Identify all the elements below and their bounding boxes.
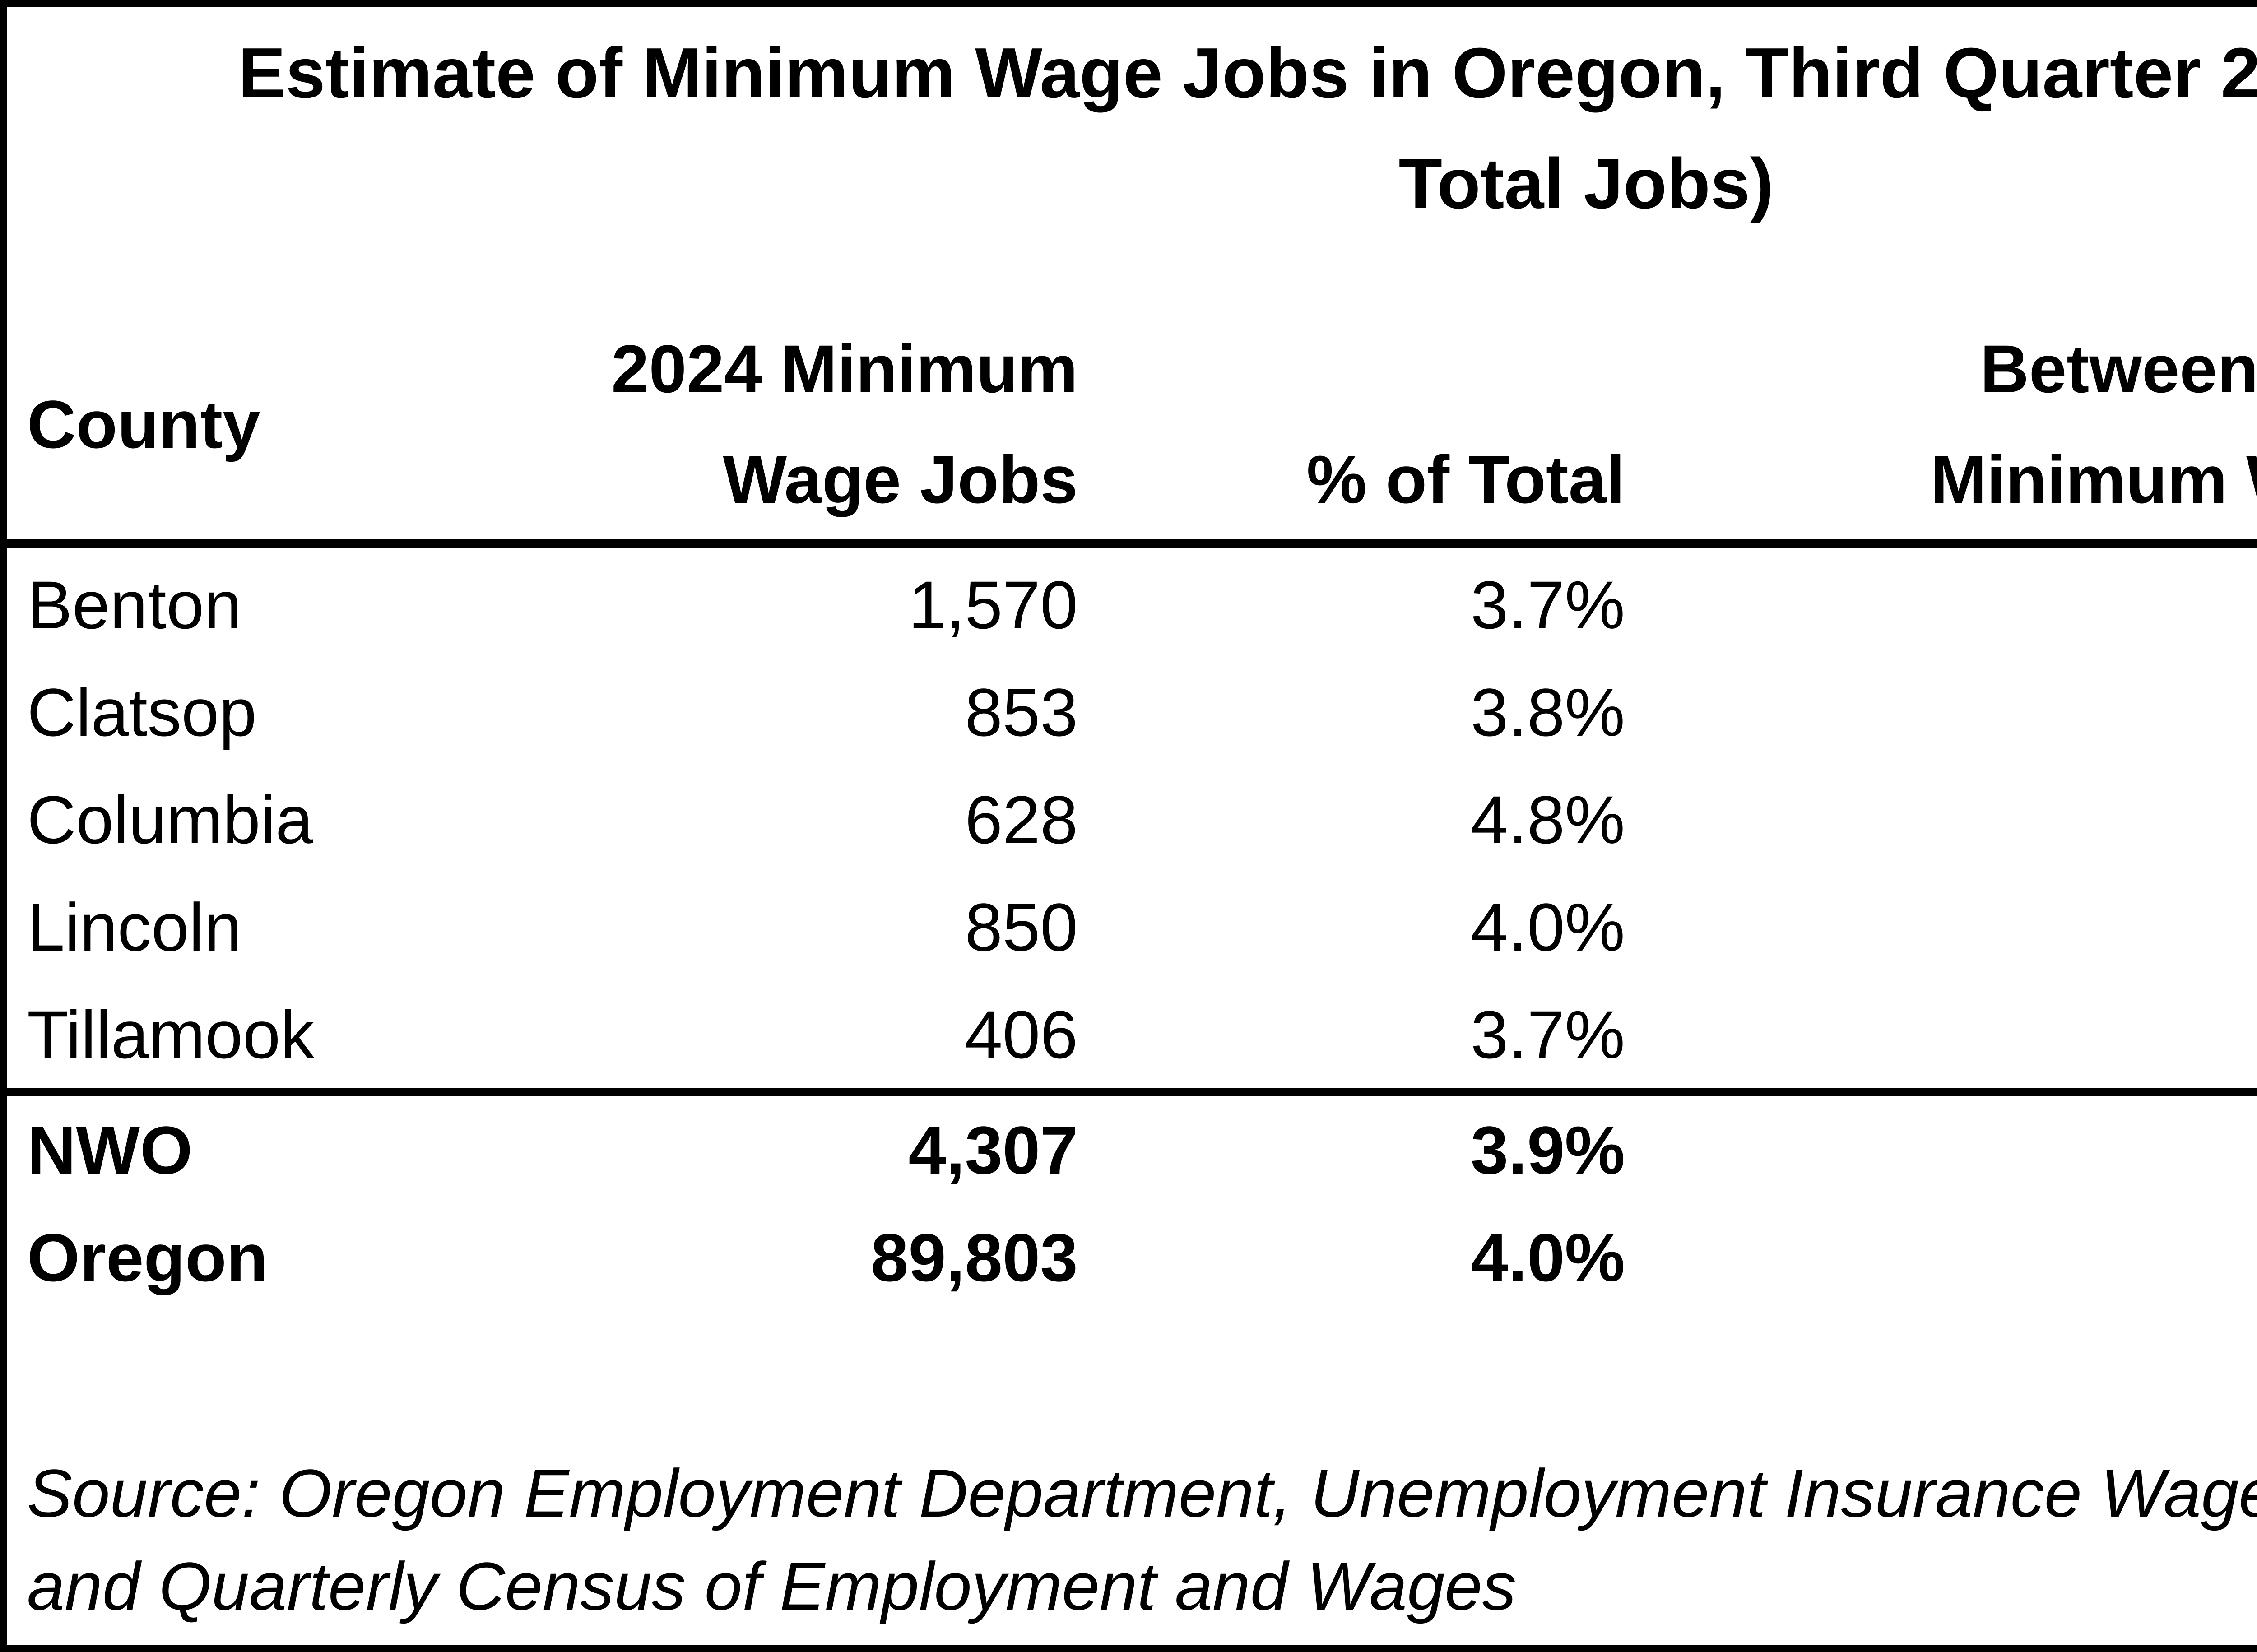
jobs-2024-2025-cell: 42,272 [1625,1204,2257,1311]
pct-2024-cell: 4.0% [1470,1220,1625,1295]
table-row: Columbia 628 4.8% 317 2.4% [7,766,2257,873]
jobs-2024-2025-cell: 317 [1625,766,2257,873]
jobs-2024-cell: 853 [965,674,1078,750]
totals-divider-rule [7,1088,2257,1096]
jobs-2024-cell: 4,307 [908,1112,1078,1188]
column-header-pct-of-total-2024: % of Total [1078,314,1625,535]
header-divider-rule [7,539,2257,548]
table-row: Clatsop 853 3.8% 438 2.0% [7,659,2257,766]
county-rows: Benton 1,570 3.7% 845 2.0% Clatsop 853 3… [7,551,2257,1088]
source-note-line1: Source: Oregon Employment Department, Un… [27,1455,2257,1531]
column-header-between-2024-2025-minimum-wage-jobs: Between 2024-2025 Minimum Wage Jobs [1625,314,2257,535]
table-row: Tillamook 406 3.7% 244 2.2% [7,981,2257,1088]
figure-title-line2: Total Jobs) [1398,144,1774,223]
table-row: Oregon 89,803 4.0% 42,272 1.9% [7,1204,2257,1311]
pct-2024-cell: 4.8% [1470,782,1625,858]
pct-2024-cell: 3.7% [1470,997,1625,1072]
column-header-county: County [27,314,500,535]
column-header-between-2024-2025: Between 2024-2025 [1980,331,2257,407]
jobs-2024-cell: 406 [965,997,1078,1072]
county-cell: Tillamook [27,997,315,1072]
county-cell: Lincoln [27,889,242,965]
county-cell: Clatsop [27,674,257,750]
table-row: NWO 4,307 3.9% 2,372 2.2% [7,1096,2257,1204]
jobs-2024-2025-cell: 845 [1625,551,2257,659]
pct-2024-cell: 3.8% [1470,674,1625,750]
jobs-2024-cell: 1,570 [908,567,1078,643]
total-rows: NWO 4,307 3.9% 2,372 2.2% Oregon 89,803 … [7,1096,2257,1311]
table-row: Lincoln 850 4.0% 528 2.5% [7,873,2257,981]
jobs-2024-cell: 628 [965,782,1078,858]
column-header-pct-of-total-2024-label: % of Total [1306,441,1625,517]
column-header-2024-minimum: 2024 Minimum [611,331,1078,407]
county-cell: NWO [27,1112,193,1188]
table-row: Benton 1,570 3.7% 845 2.0% [7,551,2257,659]
county-cell: Benton [27,567,242,643]
column-header-wage-jobs: Wage Jobs [723,441,1078,517]
jobs-2024-2025-cell: 438 [1625,659,2257,766]
jobs-2024-cell: 850 [965,889,1078,965]
pct-2024-cell: 3.7% [1470,567,1625,643]
jobs-2024-2025-cell: 2,372 [1625,1096,2257,1204]
pct-2024-cell: 4.0% [1470,889,1625,965]
county-cell: Oregon [27,1220,268,1295]
column-header-minimum-wage-jobs: Minimum Wage Jobs [1930,441,2257,517]
jobs-2024-2025-cell: 244 [1625,981,2257,1088]
jobs-2024-cell: 89,803 [870,1220,1078,1295]
figure-title: Estimate of Minimum Wage Jobs in Oregon,… [7,18,2257,239]
column-header-county-label: County [27,386,260,462]
source-note-line2: and Quarterly Census of Employment and W… [27,1548,1516,1624]
figure-title-line1: Estimate of Minimum Wage Jobs in Oregon,… [238,33,2257,113]
source-note: Source: Oregon Employment Department, Un… [7,1447,2257,1633]
jobs-2024-2025-cell: 528 [1625,873,2257,981]
table-header-row: County 2024 Minimum Wage Jobs % of Total… [7,314,2257,535]
county-cell: Columbia [27,782,313,858]
column-header-spacer [1078,314,1625,424]
column-header-2024-minimum-wage-jobs: 2024 Minimum Wage Jobs [500,314,1078,535]
pct-2024-cell: 3.9% [1470,1112,1625,1188]
